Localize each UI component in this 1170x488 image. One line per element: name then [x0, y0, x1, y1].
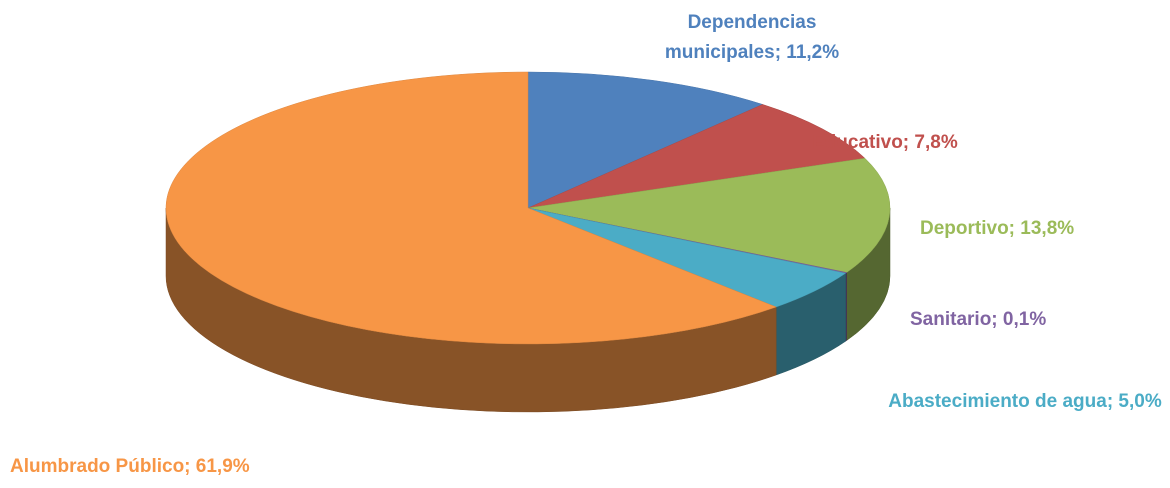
data-label: Dependencias municipales; 11,2% [664, 12, 840, 63]
slice [527, 104, 866, 209]
data-label: Alumbrado Público; 61,9% [10, 456, 250, 477]
data-label: Sanitario; 0,1% [910, 309, 1047, 330]
data-label: Abastecimiento de agua; 5,0% [888, 391, 1162, 412]
data-label: Deportivo; 13,8% [920, 218, 1075, 239]
slice [527, 157, 891, 273]
slice [165, 71, 777, 345]
slice [527, 71, 764, 209]
data-label: Educativo; 7,8% [812, 132, 958, 153]
